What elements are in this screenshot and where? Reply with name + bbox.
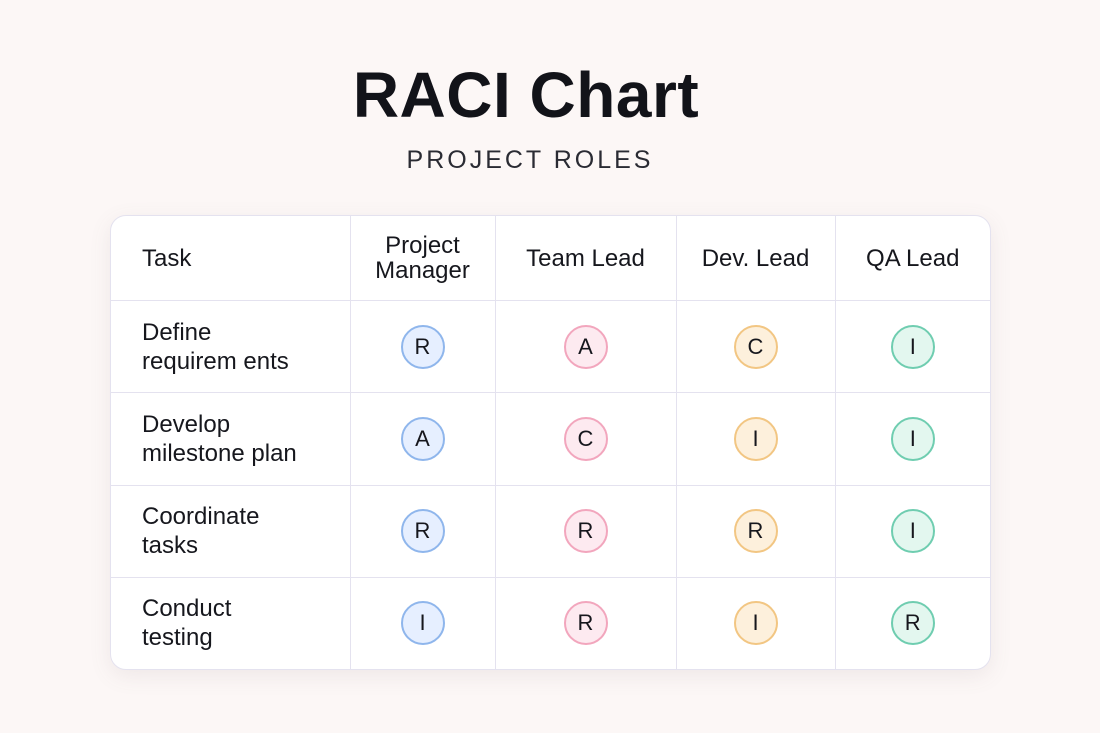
cell: R <box>349 484 496 578</box>
chart-title: RACI Chart <box>352 59 700 131</box>
raci-badge: C <box>733 324 778 369</box>
raci-badge: A <box>400 416 445 461</box>
cell: R <box>349 299 496 394</box>
raci-badge: R <box>563 509 608 554</box>
cell: A <box>349 392 496 486</box>
raci-badge: I <box>890 509 935 554</box>
raci-badge: I <box>890 324 935 369</box>
cell: C <box>494 392 677 486</box>
cell: R <box>834 576 990 669</box>
task-label: Develop milestone plan <box>111 392 351 486</box>
task-label: Coordinate tasks <box>111 484 351 578</box>
raci-badge: I <box>890 416 935 461</box>
raci-badge: I <box>400 601 445 646</box>
table-row: Coordinate tasks R R R I <box>111 484 990 578</box>
cell: I <box>834 392 990 486</box>
table-row: Define requirem ents R A C I <box>111 299 990 394</box>
role-header-qa-lead: QA Lead <box>834 216 990 301</box>
role-header-project-manager: Project Manager <box>349 216 496 301</box>
raci-badge: I <box>733 601 778 646</box>
cell: I <box>349 576 496 669</box>
cell: I <box>675 576 836 669</box>
cell: I <box>675 392 836 486</box>
cell: I <box>834 484 990 578</box>
raci-badge: R <box>890 601 935 646</box>
role-header-dev-lead: Dev. Lead <box>675 216 836 301</box>
raci-table: Task Project Manager Team Lead Dev. Lead … <box>111 216 990 669</box>
raci-badge: C <box>563 416 608 461</box>
task-label: Conduct testing <box>111 576 351 669</box>
table-row: Develop milestone plan A C I I <box>111 392 990 486</box>
raci-badge: R <box>400 509 445 554</box>
cell: R <box>494 576 677 669</box>
raci-badge: R <box>563 601 608 646</box>
table-row: Conduct testing I R I R <box>111 576 990 669</box>
raci-card: Task Project Manager Team Lead Dev. Lead … <box>110 215 991 670</box>
raci-badge: R <box>733 509 778 554</box>
cell: A <box>494 299 677 394</box>
header-row: Task Project Manager Team Lead Dev. Lead … <box>111 216 990 301</box>
cell: I <box>834 299 990 394</box>
chart-subtitle: PROJECT ROLES <box>406 146 654 174</box>
task-label: Define requirem ents <box>111 299 351 394</box>
role-header-team-lead: Team Lead <box>494 216 677 301</box>
cell: R <box>494 484 677 578</box>
cell: R <box>675 484 836 578</box>
task-column-header: Task <box>111 216 351 301</box>
raci-badge: I <box>733 416 778 461</box>
raci-badge: A <box>563 324 608 369</box>
raci-badge: R <box>400 324 445 369</box>
cell: C <box>675 299 836 394</box>
